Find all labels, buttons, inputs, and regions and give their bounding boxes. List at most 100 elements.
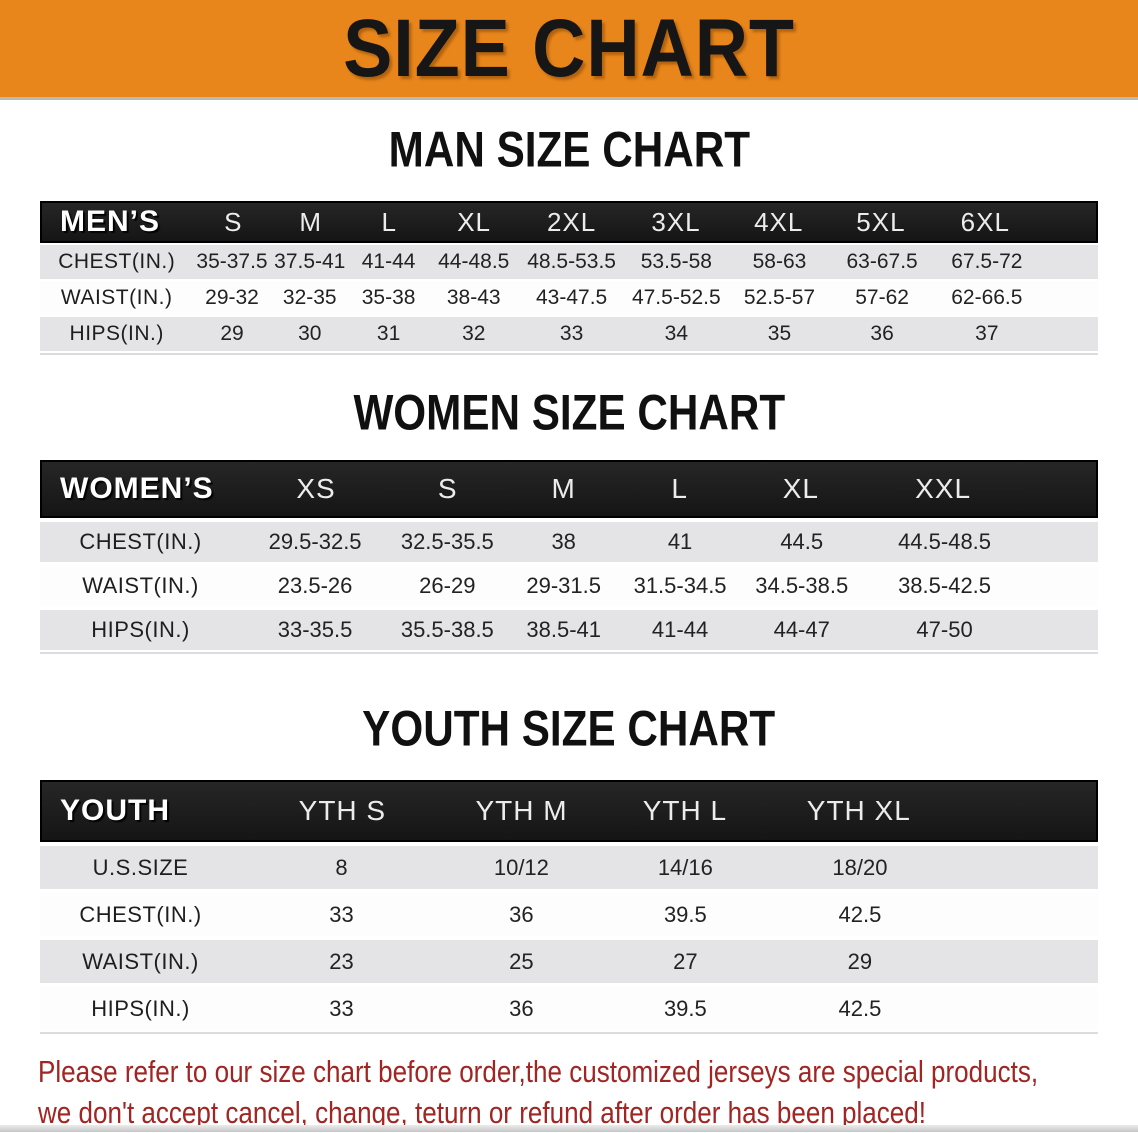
- column-header: XL: [782, 473, 819, 504]
- men-size-table: MEN’S S M L XL 2XL 3XL 4XL 5XL 6XL CHEST(IN.) 35-37…: [40, 201, 1098, 355]
- size-value: 14/16: [657, 854, 713, 880]
- size-value: 42.5: [838, 995, 882, 1021]
- spacer-cell: [1024, 522, 1098, 562]
- disclaimer-line-1: Please refer to our size chart before or…: [38, 1054, 1039, 1089]
- size-value: 30: [298, 322, 322, 345]
- size-value: 53.5-58: [640, 250, 712, 273]
- size-value: 10/12: [493, 854, 549, 880]
- size-value: 44-48.5: [438, 250, 510, 273]
- size-value: 18/20: [832, 854, 888, 880]
- column-header: M: [551, 473, 576, 504]
- size-value: 43-47.5: [535, 286, 608, 309]
- spacer-cell: [950, 846, 1098, 889]
- table-row: WAIST(IN.) 23.5-26 26-29 29-31.5 31.5-34.5 34…: [40, 566, 1098, 606]
- size-value: 29-32: [205, 286, 259, 309]
- size-value: 44.5-48.5: [898, 529, 992, 554]
- size-value: 33-35.5: [277, 617, 353, 642]
- size-value: 44.5: [780, 529, 824, 554]
- size-value: 39.5: [663, 995, 707, 1021]
- size-value: 52.5-57: [743, 286, 816, 309]
- size-value: 35-38: [361, 286, 416, 309]
- size-value: 36: [870, 322, 894, 345]
- spacer-cell: [950, 987, 1098, 1030]
- row-label: HIPS(IN.): [91, 995, 190, 1021]
- table-row: HIPS(IN.) 29 30 31 32 33 34 35 36 37: [40, 317, 1098, 351]
- size-value: 39.5: [663, 901, 707, 927]
- size-value: 47.5-52.5: [631, 286, 721, 309]
- size-value: 62-66.5: [951, 286, 1023, 309]
- size-value: 41-44: [361, 250, 416, 273]
- column-header: S: [224, 206, 243, 237]
- column-header: 4XL: [754, 206, 804, 237]
- size-value: 33: [329, 995, 354, 1021]
- size-value: 29: [220, 322, 244, 345]
- youth-size-table: YOUTH YTH S YTH M YTH L YTH XL U.S.SIZE 8 10/12…: [40, 780, 1098, 1034]
- size-value: 35.5-38.5: [400, 617, 494, 642]
- column-header: L: [671, 473, 688, 504]
- table-header-row: MEN’S S M L XL 2XL 3XL 4XL 5XL 6XL: [40, 201, 1098, 243]
- spacer-cell: [1040, 317, 1098, 351]
- row-label: WAIST(IN.): [82, 573, 199, 598]
- column-header: S: [437, 473, 458, 504]
- size-value: 38.5-41: [526, 617, 601, 642]
- size-value: 38: [551, 529, 576, 554]
- row-label: CHEST(IN.): [79, 529, 202, 554]
- row-label: CHEST(IN.): [58, 250, 176, 273]
- spacer-cell: [1024, 610, 1098, 650]
- table-header-row: YOUTH YTH S YTH M YTH L YTH XL: [40, 780, 1098, 842]
- disclaimer-line-2: we don't accept cancel, change, teturn o…: [38, 1095, 927, 1130]
- women-section-title-text: WOMEN SIZE CHART: [353, 385, 785, 442]
- column-header: 3XL: [651, 206, 701, 237]
- men-section-title: MAN SIZE CHART: [0, 122, 1138, 179]
- men-section-title-text: MAN SIZE CHART: [388, 122, 750, 179]
- youth-section-title-text: YOUTH SIZE CHART: [362, 701, 776, 758]
- size-value: 8: [335, 854, 348, 880]
- column-header: XL: [457, 206, 492, 237]
- column-header: 5XL: [856, 206, 906, 237]
- size-value: 32: [462, 322, 486, 345]
- table-row: CHEST(IN.) 29.5-32.5 32.5-35.5 38 41 44.5 44.5…: [40, 522, 1098, 562]
- row-label: WAIST(IN.): [82, 948, 199, 974]
- size-value: 58-63: [752, 250, 807, 273]
- table-row: WAIST(IN.) 29-32 32-35 35-38 38-43 43-47.5 47.…: [40, 281, 1098, 315]
- column-header: XXL: [915, 473, 972, 504]
- size-value: 31: [376, 322, 401, 345]
- size-value: 29.5-32.5: [268, 529, 362, 554]
- row-label: HIPS(IN.): [69, 322, 164, 345]
- size-value: 32.5-35.5: [400, 529, 494, 554]
- spacer-cell: [1024, 566, 1098, 606]
- bottom-strip: [0, 1125, 1138, 1132]
- spacer-cell: [950, 940, 1098, 983]
- size-value: 67.5-72: [951, 250, 1023, 273]
- disclaimer: Please refer to our size chart before or…: [38, 1051, 1138, 1133]
- spacer-cell: [950, 893, 1098, 936]
- size-value: 32-35: [282, 286, 337, 309]
- table-row: CHEST(IN.) 33 36 39.5 42.5: [40, 893, 1098, 936]
- size-value: 23.5-26: [277, 573, 353, 598]
- column-header: YTH XL: [806, 795, 911, 826]
- women-section-title: WOMEN SIZE CHART: [0, 385, 1138, 442]
- size-value: 44-47: [773, 617, 830, 642]
- column-header: 6XL: [960, 206, 1010, 237]
- size-value: 36: [509, 901, 534, 927]
- column-header: YTH S: [298, 795, 387, 826]
- column-header: M: [299, 206, 323, 237]
- table-header-label: MEN’S: [60, 205, 161, 238]
- size-value: 27: [673, 948, 698, 974]
- size-value: 37: [975, 322, 999, 345]
- section-youth: YOUTH SIZE CHART YOUTH YTH S YTH M YTH L YTH…: [0, 701, 1138, 1034]
- column-header: 2XL: [546, 206, 597, 237]
- size-value: 41-44: [651, 617, 709, 642]
- size-value: 36: [509, 995, 534, 1021]
- column-header: YTH L: [642, 795, 728, 826]
- youth-section-title: YOUTH SIZE CHART: [0, 701, 1138, 758]
- size-value: 31.5-34.5: [633, 573, 727, 598]
- size-value: 34.5-38.5: [755, 573, 849, 598]
- size-value: 26-29: [419, 573, 476, 598]
- size-value: 29: [847, 948, 873, 974]
- size-value: 29-31.5: [526, 573, 601, 598]
- banner-title: SIZE CHART: [343, 2, 795, 94]
- spacer-cell: [1038, 203, 1096, 241]
- column-header: YTH M: [475, 795, 568, 826]
